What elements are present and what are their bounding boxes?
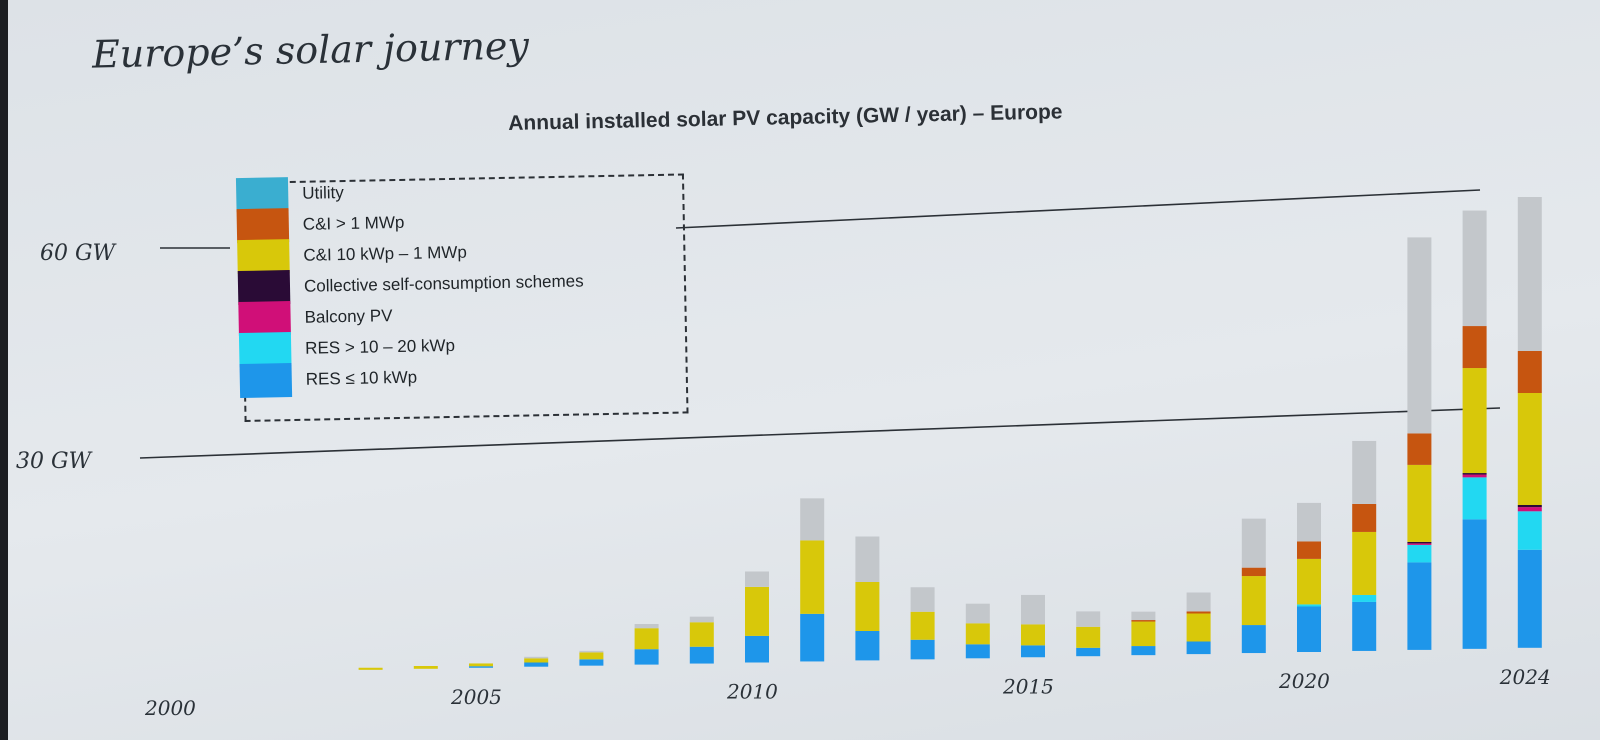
bar-2021-c-i-10-kwp-1-mwp (1352, 531, 1377, 595)
bar-2019-utility (1241, 518, 1266, 568)
bar-2021-res-10-20-kwp (1352, 594, 1377, 602)
x-tick-2020: 2020 (1278, 669, 1330, 693)
bar-2015-c-i-10-kwp-1-mwp (1021, 624, 1045, 646)
x-tick-2015: 2015 (1002, 674, 1054, 698)
bar-2017-utility (1131, 611, 1156, 621)
bar-2024-balcony-pv (1517, 507, 1542, 512)
bar-2013-res-10-kwp (910, 639, 935, 660)
bar-2014-res-10-kwp (965, 644, 990, 659)
bar-2019-c-i-1-mwp (1241, 567, 1266, 577)
bar-2020-c-i-1-mwp (1297, 541, 1321, 559)
bar-2007-c-i-10-kwp-1-mwp (579, 652, 604, 660)
bar-2005-res-10-kwp (469, 666, 493, 668)
bar-2016-utility (1076, 611, 1101, 627)
bar-2015-res-10-kwp (1021, 645, 1045, 658)
bar-2022-collective-self-consumption-schemes (1407, 541, 1432, 544)
ref-line-60-gw-right (675, 189, 1481, 229)
bar-2006-utility (524, 656, 549, 659)
bar-2006-res-10-kwp (524, 662, 549, 667)
bar-2014-c-i-10-kwp-1-mwp (965, 623, 990, 645)
bar-2022-c-i-1-mwp (1407, 433, 1432, 465)
bar-2011-res-10-kwp (800, 613, 825, 662)
bar-2022-res-10-kwp (1407, 562, 1432, 650)
ref-label-60-gw: 60 GW (40, 241, 118, 266)
ref-line-30-gw (139, 407, 1501, 459)
bar-2010-c-i-10-kwp-1-mwp (745, 586, 769, 636)
bar-2022-c-i-10-kwp-1-mwp (1407, 464, 1432, 542)
bar-2017-c-i-1-mwp (1131, 620, 1156, 622)
bar-2023-res-10-20-kwp (1462, 477, 1487, 520)
x-tick-2000: 2000 (144, 696, 196, 720)
bar-2022-utility (1407, 237, 1432, 434)
bar-2008-utility (634, 624, 659, 629)
bar-2023-utility (1462, 210, 1487, 327)
bar-2024-utility (1517, 197, 1542, 351)
bar-2022-balcony-pv (1407, 543, 1432, 545)
bar-2023-collective-self-consumption-schemes (1462, 473, 1487, 475)
bar-2009-c-i-10-kwp-1-mwp (689, 622, 714, 647)
bar-2013-c-i-10-kwp-1-mwp (910, 611, 935, 640)
x-tick-2005: 2005 (450, 685, 502, 709)
bar-2020-utility (1297, 502, 1321, 542)
bar-2013-utility (910, 587, 935, 612)
bar-2020-res-10-20-kwp (1297, 604, 1321, 607)
bar-2016-res-10-kwp (1076, 647, 1101, 657)
bar-2008-res-10-kwp (634, 649, 659, 665)
bar-2018-utility (1186, 592, 1211, 612)
bar-2022-res-10-20-kwp (1407, 544, 1432, 563)
bar-2012-res-10-kwp (855, 631, 880, 661)
bar-2024-collective-self-consumption-schemes (1517, 505, 1542, 508)
bar-2015-utility (1021, 594, 1045, 625)
x-tick-2010: 2010 (726, 680, 778, 704)
bar-2011-c-i-10-kwp-1-mwp (800, 540, 825, 614)
bar-2019-res-10-kwp (1241, 625, 1266, 654)
bar-2012-utility (855, 536, 880, 582)
bar-2024-res-10-kwp (1517, 549, 1542, 648)
bar-2023-c-i-10-kwp-1-mwp (1462, 368, 1487, 474)
bar-2007-utility (579, 650, 604, 653)
bar-2014-utility (965, 603, 990, 624)
bar-2010-utility (745, 571, 769, 587)
bar-2019-c-i-10-kwp-1-mwp (1241, 576, 1266, 626)
bar-2009-utility (689, 616, 714, 623)
bar-2020-c-i-10-kwp-1-mwp (1297, 558, 1321, 605)
bar-2020-res-10-kwp (1297, 606, 1321, 652)
bar-2023-res-10-kwp (1462, 519, 1487, 649)
bar-2021-c-i-1-mwp (1352, 503, 1377, 532)
x-tick-2024: 2024 (1499, 665, 1551, 689)
bar-2024-c-i-1-mwp (1517, 351, 1542, 393)
bar-2018-c-i-1-mwp (1186, 611, 1211, 614)
bar-2018-res-10-kwp (1186, 641, 1211, 655)
bar-2005-c-i-10-kwp-1-mwp (469, 663, 493, 667)
bar-2017-c-i-10-kwp-1-mwp (1131, 621, 1156, 647)
bar-2006-c-i-10-kwp-1-mwp (524, 658, 549, 663)
bar-2012-c-i-10-kwp-1-mwp (855, 582, 880, 631)
bar-2021-utility (1352, 440, 1377, 504)
bar-2024-c-i-10-kwp-1-mwp (1517, 393, 1542, 505)
bar-2003-c-i-10-kwp-1-mwp (358, 667, 383, 670)
ref-label-30-gw: 30 GW (16, 449, 94, 474)
bar-2004-c-i-10-kwp-1-mwp (413, 666, 438, 669)
bar-2023-balcony-pv (1462, 474, 1487, 478)
bar-2010-res-10-kwp (745, 635, 769, 663)
bar-2018-c-i-10-kwp-1-mwp (1186, 613, 1211, 642)
bar-2017-res-10-kwp (1131, 646, 1156, 656)
bar-2024-res-10-20-kwp (1517, 511, 1542, 550)
bar-2007-res-10-kwp (579, 659, 604, 666)
bar-2023-c-i-1-mwp (1462, 326, 1487, 369)
bar-2021-res-10-kwp (1352, 601, 1377, 651)
bar-2009-res-10-kwp (689, 646, 714, 664)
bar-2011-utility (800, 498, 825, 541)
bar-2008-c-i-10-kwp-1-mwp (634, 628, 659, 650)
bar-2016-c-i-10-kwp-1-mwp (1076, 626, 1101, 648)
